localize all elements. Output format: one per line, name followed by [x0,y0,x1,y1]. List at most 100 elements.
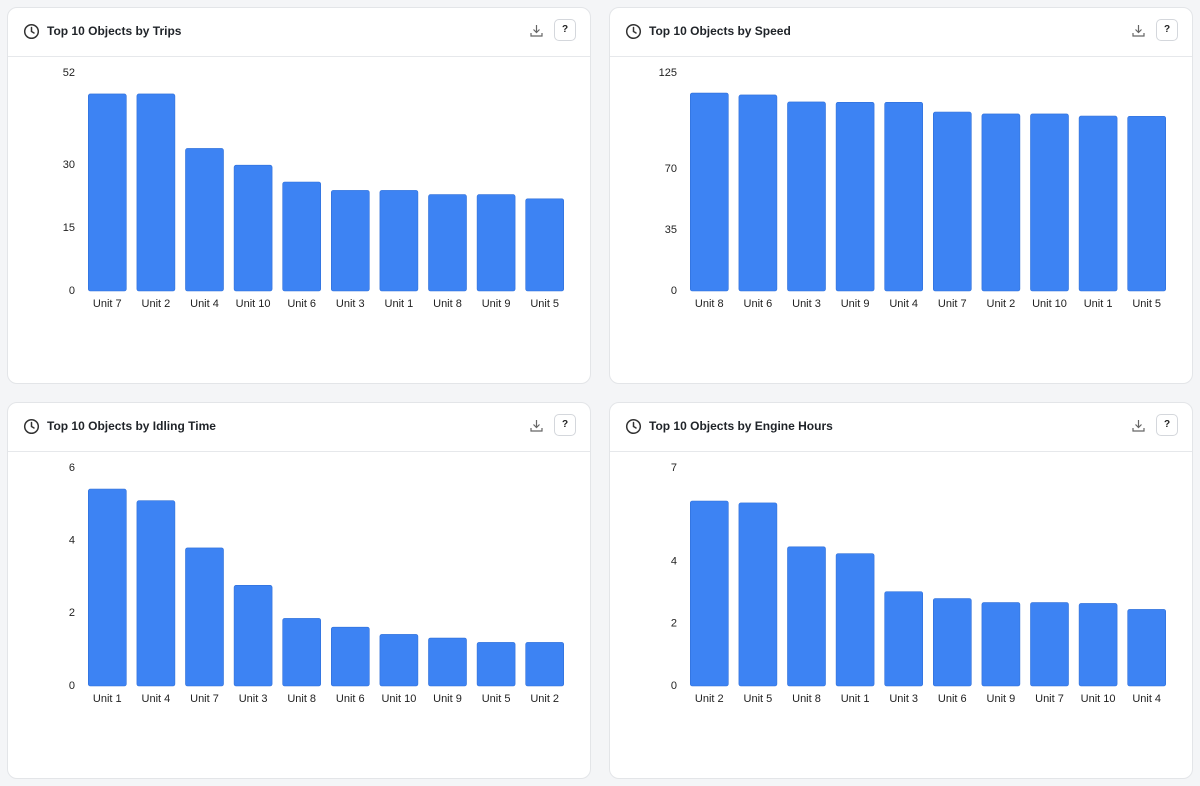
y-tick-label: 2 [69,607,75,619]
x-tick-label: Unit 7 [93,298,122,310]
bar [282,618,322,687]
x-tick-label: Unit 8 [287,693,316,705]
x-tick-label: Unit 4 [190,298,219,310]
clock-face [625,418,642,435]
x-tick-label: Unit 4 [142,693,171,705]
y-tick-label: 0 [671,680,677,692]
bar [1078,603,1118,687]
help-button[interactable]: ? [1156,414,1178,436]
download-icon [1132,420,1145,432]
x-tick-label: Unit 5 [482,693,511,705]
x-tick-label: Unit 4 [1132,693,1161,705]
bar [233,164,273,292]
chart-card: Top 10 Objects by Engine Hours? 0 2 4 7 Unit … [609,402,1193,779]
x-tick-label: Unit 9 [433,693,462,705]
x-tick-label: Unit 6 [287,298,316,310]
x-tick-label: Unit 8 [695,298,724,310]
download-button[interactable] [1132,24,1145,37]
download-icon [530,25,543,37]
x-tick-label: Unit 2 [987,298,1016,310]
y-tick-label: 125 [659,67,677,79]
bar [233,585,273,687]
help-button[interactable]: ? [1156,19,1178,41]
y-tick-label: 70 [665,163,677,175]
clock-icon [23,418,40,435]
x-tick-label: Unit 3 [792,298,821,310]
x-tick-label: Unit 3 [336,298,365,310]
x-tick-label: Unit 8 [433,298,462,310]
bar [787,546,826,687]
clock-face [23,418,40,435]
y-tick-label: 0 [671,285,677,297]
download-button[interactable] [530,24,543,37]
card-header: Top 10 Objects by Speed? [610,8,1192,57]
card-title: Top 10 Objects by Speed [649,24,791,38]
card-title: Top 10 Objects by Trips [47,24,182,38]
x-tick-label: Unit 5 [530,298,559,310]
x-tick-label: Unit 10 [381,693,416,705]
y-tick-label: 6 [69,462,75,474]
clock-face [625,23,642,40]
bar [690,500,729,687]
bar-chart: 0 2 4 7 Unit 2 Unit 5 Unit 8 Unit 1 Unit 3 Unit 6… [671,462,1167,705]
download-button[interactable] [1132,419,1145,432]
y-tick-label: 4 [671,555,677,567]
x-tick-label: Unit 4 [889,298,918,310]
x-tick-label: Unit 7 [938,298,967,310]
help-button[interactable]: ? [554,19,576,41]
clock-hands [632,421,637,429]
bar [428,194,467,292]
download-button[interactable] [530,419,543,432]
y-tick-label: 0 [69,285,75,297]
x-tick-label: Unit 2 [530,693,559,705]
download-icon [1132,25,1145,37]
bar-chart: 0 2 4 6 Unit 1 Unit 4 Unit 7 Unit 3 Unit 8 Unit 6… [69,462,565,705]
bar [428,637,467,687]
help-button[interactable]: ? [554,414,576,436]
x-tick-label: Unit 10 [236,298,271,310]
bar [88,93,127,292]
clock-hands [632,26,637,34]
bar [1030,602,1069,687]
x-tick-label: Unit 6 [938,693,967,705]
bar [981,113,1021,292]
bar [476,194,516,292]
bar [835,553,875,687]
bar [981,602,1021,687]
bar [787,101,826,292]
x-tick-label: Unit 9 [987,693,1016,705]
x-tick-label: Unit 1 [385,298,414,310]
x-tick-label: Unit 6 [336,693,365,705]
bar [884,591,924,687]
clock-hands [30,26,35,34]
y-tick-label: 15 [63,222,75,234]
x-tick-label: Unit 9 [841,298,870,310]
card-header: Top 10 Objects by Idling Time? [8,403,590,452]
bar [525,642,565,687]
x-tick-label: Unit 1 [93,693,122,705]
bar [185,148,224,292]
bar [1078,115,1118,292]
bar [282,181,322,292]
bar-chart: 0 15 30 52 Unit 7 Unit 2 Unit 4 Unit 10 Unit 6 Un… [63,67,565,310]
bar [136,93,176,292]
bar [136,500,176,687]
chart-card: Top 10 Objects by Trips? 0 15 30 52 Unit 7 Uni… [7,7,591,384]
bar [330,190,370,292]
x-tick-label: Unit 10 [1081,693,1116,705]
x-tick-label: Unit 2 [695,693,724,705]
download-icon [530,420,543,432]
bar [738,94,778,292]
x-tick-label: Unit 7 [190,693,219,705]
bar [835,101,875,292]
clock-hands [30,421,35,429]
x-tick-label: Unit 6 [744,298,773,310]
x-tick-label: Unit 3 [889,693,918,705]
bar [379,190,419,292]
card-title: Top 10 Objects by Idling Time [47,419,216,433]
y-tick-label: 4 [69,535,75,547]
x-tick-label: Unit 5 [1132,298,1161,310]
bar [88,488,127,687]
y-tick-label: 52 [63,67,75,79]
